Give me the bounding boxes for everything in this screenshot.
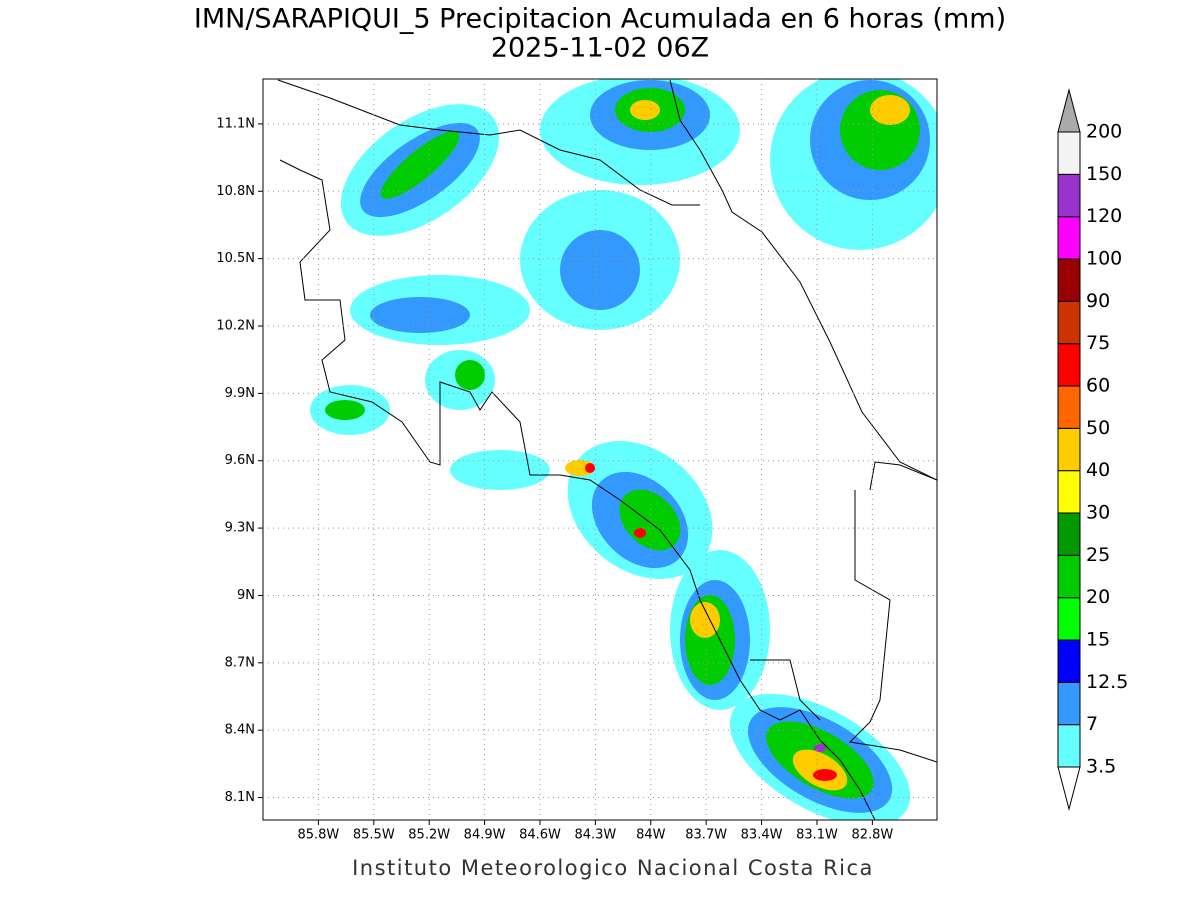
x-tick-label: 84.9W: [464, 828, 506, 843]
y-tick-label: 10.2N: [216, 319, 255, 334]
colorbar-segment: [1057, 258, 1081, 302]
y-tick-label: 10.8N: [216, 184, 255, 199]
colorbar-label: 50: [1086, 417, 1110, 439]
colorbar-label: 75: [1086, 332, 1110, 354]
x-tick-label: 84.3W: [574, 828, 616, 843]
x-tick-label: 85.8W: [297, 828, 339, 843]
colorbar-label: 3.5: [1086, 756, 1116, 778]
x-tick-label: 83.7W: [685, 828, 727, 843]
precipitation-field: [310, 79, 937, 820]
x-tick-label: 84W: [636, 828, 666, 843]
colorbar-label: 150: [1086, 163, 1122, 185]
colorbar-segment: [1057, 554, 1081, 599]
x-tick-label: 85.5W: [353, 828, 395, 843]
colorbar-label: 60: [1086, 375, 1110, 397]
colorbar-label: 20: [1086, 586, 1110, 608]
colorbar-segment: [1057, 681, 1081, 726]
y-tick-label: 9.3N: [225, 521, 255, 536]
colorbar-segment: [1057, 512, 1081, 556]
colorbar-label: 90: [1086, 290, 1110, 312]
y-tick-label: 9.9N: [225, 386, 255, 401]
map-frame: [262, 78, 938, 821]
colorbar-label: 200: [1086, 121, 1122, 143]
colorbar-segment: [1057, 173, 1081, 218]
colorbar-segment: [1057, 300, 1081, 345]
subtitle: 2025-11-02 06Z: [491, 33, 709, 64]
y-tick-label: 8.7N: [225, 655, 255, 670]
colorbar-label: 30: [1086, 502, 1110, 524]
colorbar-label: 12.5: [1086, 671, 1128, 693]
colorbar-segment: [1057, 470, 1081, 514]
x-tick-label: 83.4W: [741, 828, 783, 843]
y-tick-label: 9N: [237, 588, 255, 603]
x-tick-label: 82.8W: [851, 828, 893, 843]
colorbar-segment: [1057, 385, 1081, 429]
y-tick-label: 9.6N: [225, 453, 255, 468]
x-tick-label: 84.6W: [519, 828, 561, 843]
colorbar-label: 7: [1086, 713, 1098, 735]
y-tick-label: 8.4N: [225, 723, 255, 738]
colorbar-segment: [1057, 216, 1081, 260]
y-tick-label: 10.5N: [216, 251, 255, 266]
colorbar-under: [1057, 766, 1081, 811]
footer: Instituto Meteorologico Nacional Costa R…: [352, 856, 874, 880]
colorbar-label: 25: [1086, 544, 1110, 566]
y-tick-label: 8.1N: [225, 790, 255, 805]
colorbar-label: 120: [1086, 205, 1122, 227]
x-tick-label: 85.2W: [408, 828, 450, 843]
colorbar-label: 40: [1086, 459, 1110, 481]
colorbar-over: [1057, 88, 1081, 133]
y-tick-label: 11.1N: [216, 116, 255, 131]
colorbar-label: 100: [1086, 248, 1122, 270]
colorbar-segment: [1057, 639, 1081, 683]
colorbar-segment: [1057, 131, 1081, 175]
title: IMN/SARAPIQUI_5 Precipitacion Acumulada …: [194, 4, 1006, 35]
colorbar-segment: [1057, 343, 1081, 387]
x-tick-label: 83.1W: [796, 828, 838, 843]
colorbar-segment: [1057, 427, 1081, 472]
colorbar-segment: [1057, 597, 1081, 641]
colorbar-segment: [1057, 724, 1081, 768]
colorbar-label: 15: [1086, 629, 1110, 651]
